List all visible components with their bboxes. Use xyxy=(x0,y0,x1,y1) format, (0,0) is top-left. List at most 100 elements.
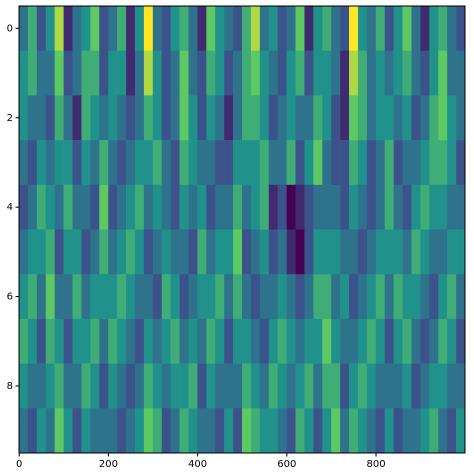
heat-cell xyxy=(357,184,368,230)
heat-cell xyxy=(161,318,171,364)
heat-cell xyxy=(295,408,305,454)
heat-cell xyxy=(152,95,163,141)
heat-cell xyxy=(134,50,145,96)
heat-cell xyxy=(322,50,332,96)
heat-cell xyxy=(357,6,368,51)
heat-cell xyxy=(126,363,136,409)
heat-cell xyxy=(331,363,341,409)
heat-cell xyxy=(143,229,154,275)
heat-cell xyxy=(411,95,421,141)
heat-cell xyxy=(295,95,305,141)
heat-cell xyxy=(72,140,82,186)
heat-cell xyxy=(126,50,136,96)
heat-cell xyxy=(188,408,198,454)
heat-cell xyxy=(420,229,430,275)
heat-cell xyxy=(250,50,261,96)
heat-cell xyxy=(134,95,145,141)
heat-cell xyxy=(54,6,64,51)
heat-cell xyxy=(456,140,466,186)
heat-cell xyxy=(170,363,180,409)
x-tick-label: 800 xyxy=(366,459,385,470)
heat-cell xyxy=(224,363,234,409)
heat-cell xyxy=(349,229,359,275)
heat-cell xyxy=(393,184,403,230)
heat-cell xyxy=(304,6,314,51)
heat-cell xyxy=(45,140,55,186)
heat-cell xyxy=(366,184,377,230)
heat-cell xyxy=(384,184,394,230)
heat-cell xyxy=(384,274,394,320)
heat-cell xyxy=(420,95,430,141)
heat-cell xyxy=(402,318,412,364)
heat-cell xyxy=(393,408,403,454)
heat-cell xyxy=(45,95,55,141)
heat-cell xyxy=(393,95,403,141)
heat-cell xyxy=(197,184,207,230)
y-tick-label: 0 xyxy=(7,23,13,34)
heat-cell xyxy=(384,363,394,409)
heat-cell xyxy=(126,229,136,275)
heat-cell xyxy=(19,318,29,364)
heat-cell xyxy=(313,408,323,454)
heat-cell xyxy=(447,229,457,275)
heat-cell xyxy=(152,229,163,275)
heat-cell xyxy=(295,6,305,51)
heat-cell xyxy=(456,6,466,51)
heat-cell xyxy=(268,229,278,275)
heat-cell xyxy=(259,318,270,364)
heat-cell xyxy=(268,184,278,230)
heat-cell xyxy=(99,6,109,51)
heat-cell xyxy=(126,274,136,320)
heat-cell xyxy=(277,408,287,454)
heat-cell xyxy=(250,274,261,320)
heat-cell xyxy=(72,274,82,320)
heat-cell xyxy=(295,184,305,230)
heat-cell xyxy=(242,229,252,275)
heat-cell xyxy=(259,184,270,230)
heat-cell xyxy=(304,408,314,454)
heat-cell xyxy=(215,184,225,230)
heat-cell xyxy=(215,140,225,186)
heat-cell xyxy=(438,229,448,275)
heat-cell xyxy=(331,184,341,230)
heat-cell xyxy=(188,6,198,51)
heat-cell xyxy=(206,274,216,320)
heat-cell xyxy=(456,184,466,230)
heat-cell xyxy=(206,50,216,96)
heat-cell xyxy=(268,318,278,364)
heat-cell xyxy=(393,50,403,96)
heat-cell xyxy=(286,140,296,186)
heat-cell xyxy=(331,140,341,186)
heat-cell xyxy=(286,408,296,454)
heat-cell xyxy=(152,274,163,320)
heat-cell xyxy=(161,50,171,96)
heat-cell xyxy=(188,363,198,409)
heat-cell xyxy=(188,140,198,186)
heat-cell xyxy=(438,274,448,320)
y-tick-label: 4 xyxy=(7,202,13,213)
heat-cell xyxy=(268,363,278,409)
heat-cell xyxy=(349,140,359,186)
heat-cell xyxy=(366,363,377,409)
heat-cell xyxy=(197,95,207,141)
heat-cell xyxy=(99,274,109,320)
heat-cell xyxy=(45,229,55,275)
heat-cell xyxy=(72,229,82,275)
heat-cell xyxy=(420,363,430,409)
heat-cell xyxy=(152,6,163,51)
heat-cell xyxy=(447,363,457,409)
heat-cell xyxy=(295,274,305,320)
heat-cell xyxy=(393,274,403,320)
heat-cell xyxy=(170,6,180,51)
heat-cell xyxy=(286,184,296,230)
heat-cell xyxy=(170,50,180,96)
heat-cell xyxy=(259,6,270,51)
heat-cell xyxy=(259,50,270,96)
heat-cell xyxy=(340,95,350,141)
heat-cell xyxy=(277,184,287,230)
heat-cell xyxy=(259,408,270,454)
heat-cell xyxy=(215,408,225,454)
heat-cell xyxy=(429,318,439,364)
heat-cell xyxy=(188,50,198,96)
heat-cell xyxy=(90,95,100,141)
